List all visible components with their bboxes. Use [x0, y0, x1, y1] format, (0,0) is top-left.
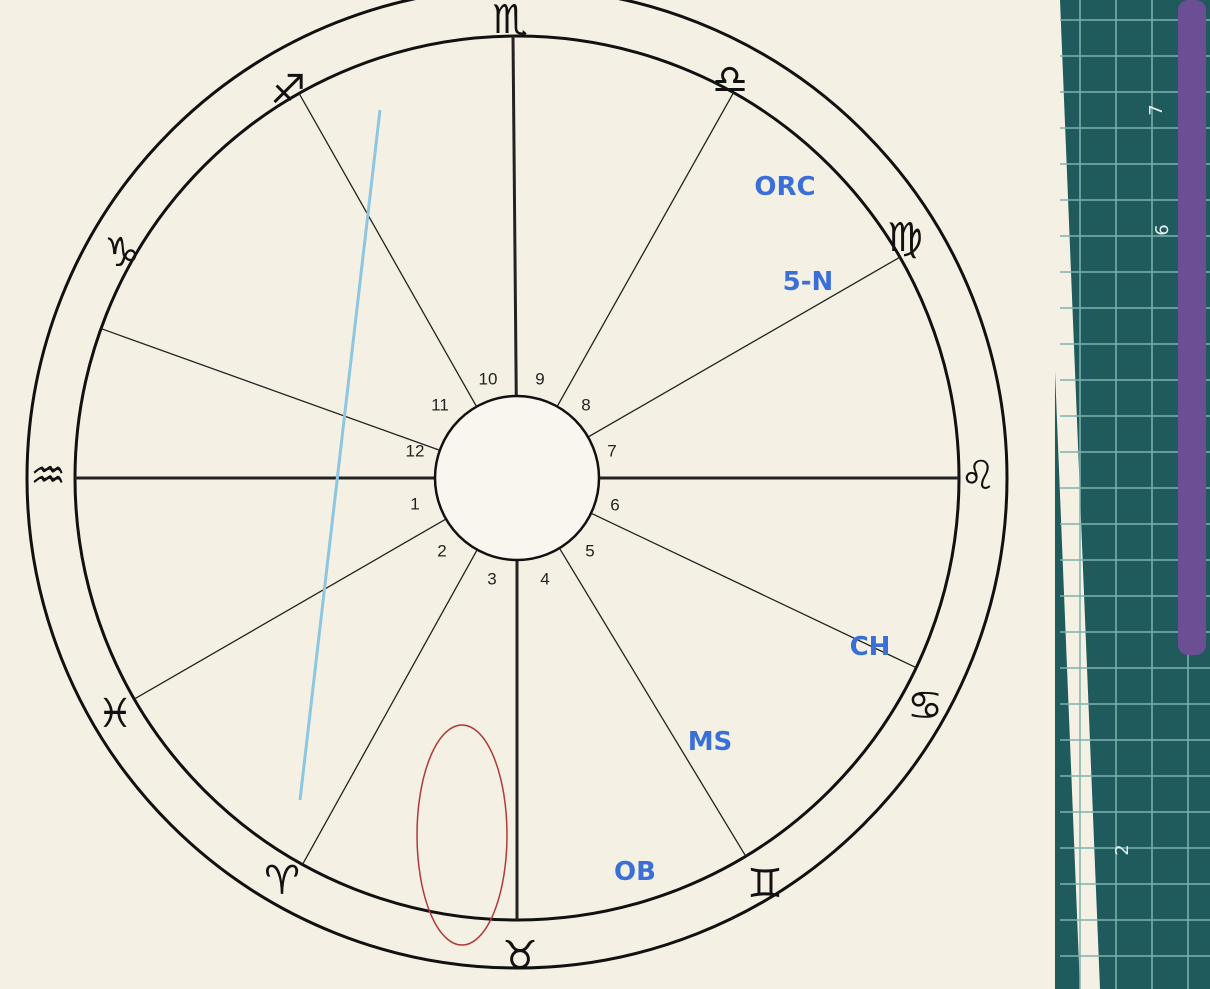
sign-glyph: ♎ — [712, 57, 748, 103]
house-number: 6 — [610, 495, 619, 514]
cutting-mat — [1040, 0, 1210, 989]
house-number: 12 — [406, 441, 425, 460]
house-number: 1 — [410, 494, 419, 513]
sign-glyph: ♊ — [747, 861, 783, 907]
ruler-number: 7 — [1146, 104, 1167, 115]
sign-glyph: ♑ — [104, 230, 140, 276]
handwritten-note: CH — [850, 632, 891, 662]
sign-glyph: ♌ — [960, 453, 996, 499]
center-circle — [435, 396, 599, 560]
sign-glyph: ♋ — [907, 683, 943, 729]
handwritten-note: ORC — [754, 172, 815, 202]
sign-glyph: ♓ — [97, 691, 133, 737]
handwritten-note: 5-N — [783, 267, 834, 297]
house-number: 11 — [431, 395, 449, 414]
sign-glyph: ♍ — [887, 215, 923, 261]
sign-glyph: ♏ — [492, 0, 528, 43]
ruler-number: 6 — [1152, 224, 1173, 235]
house-number: 9 — [535, 369, 544, 388]
paper — [0, 0, 1210, 989]
pen — [1178, 0, 1206, 655]
sign-glyph: ♐ — [270, 67, 306, 113]
house-number: 2 — [437, 541, 446, 560]
house-number: 8 — [581, 395, 590, 414]
sign-glyph: ♈ — [264, 858, 300, 904]
house-number: 3 — [487, 569, 496, 588]
photo: 123456789101112♏♎♍♌♋♊♉♈♓♒♑♐5-NORCMSCHOB7… — [0, 0, 1210, 989]
handwritten-note: OB — [614, 857, 656, 887]
house-number: 4 — [540, 569, 549, 588]
house-number: 5 — [585, 541, 594, 560]
page: 123456789101112♏♎♍♌♋♊♉♈♓♒♑♐5-NORCMSCHOB7… — [0, 0, 1210, 989]
house-number: 7 — [607, 441, 616, 460]
handwritten-note: MS — [688, 727, 733, 757]
sign-glyph: ♒ — [30, 453, 66, 499]
sign-glyph: ♉ — [502, 933, 538, 979]
house-number: 10 — [479, 369, 498, 388]
ruler-number: 2 — [1112, 844, 1133, 855]
